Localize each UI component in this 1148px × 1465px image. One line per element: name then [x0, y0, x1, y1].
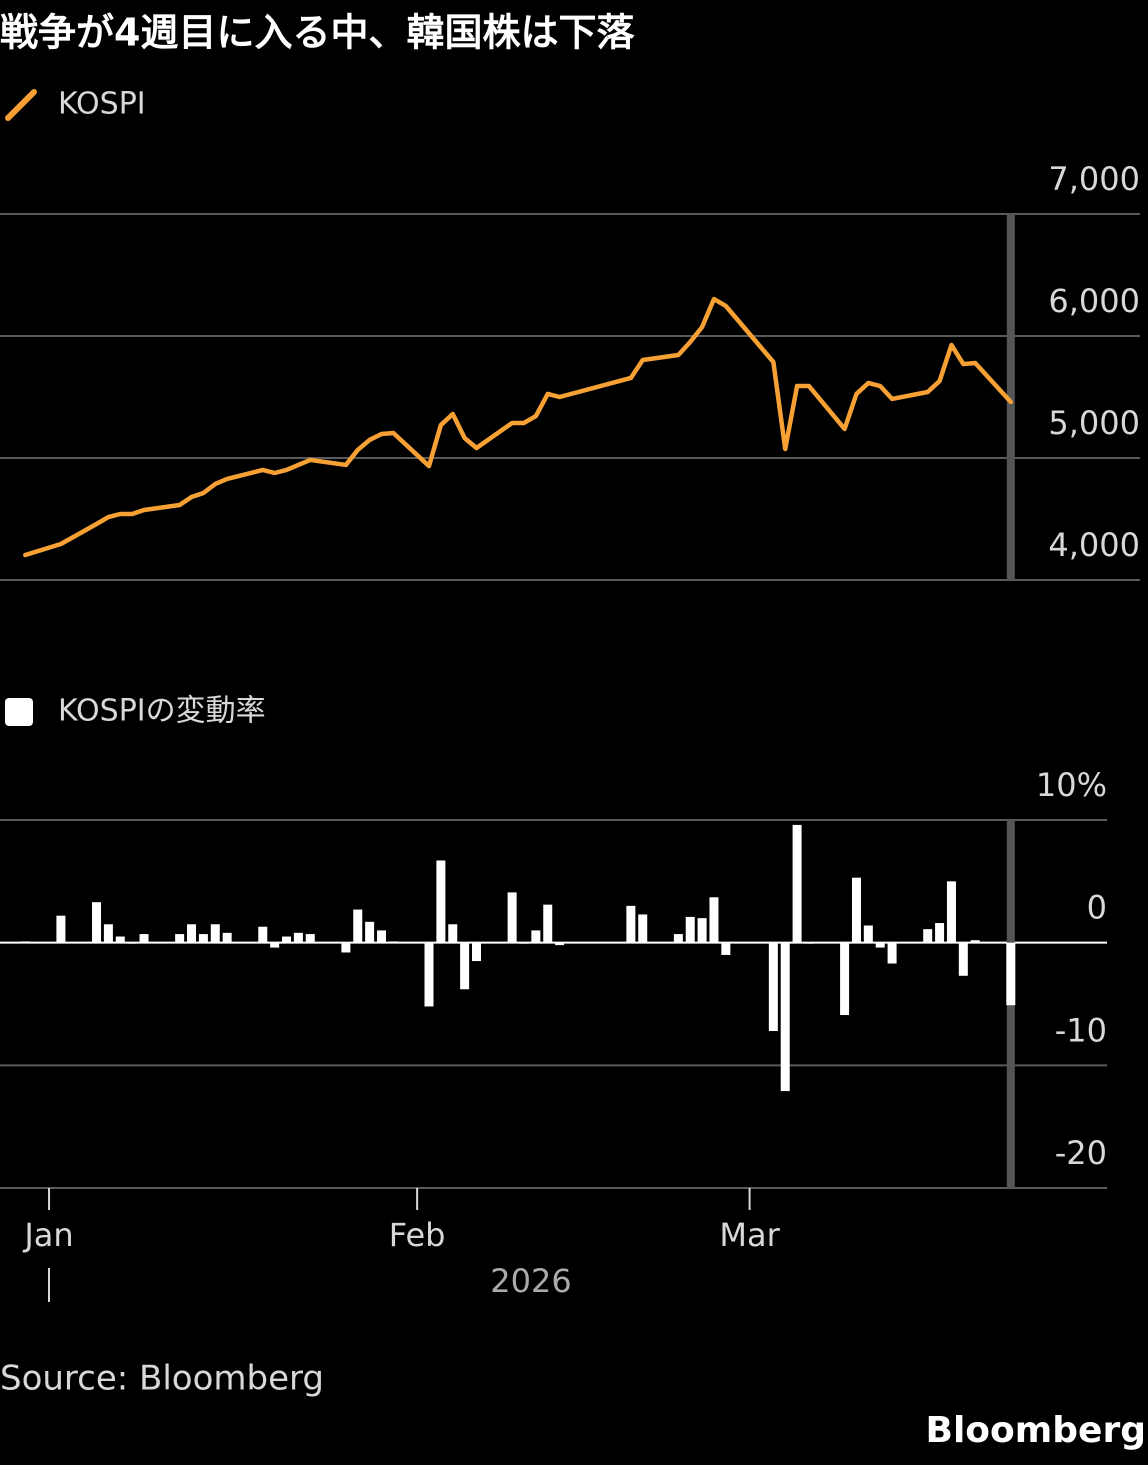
bar [377, 930, 387, 943]
bar [103, 924, 113, 943]
bar [471, 942, 481, 962]
bar [210, 924, 220, 943]
bar [507, 892, 517, 943]
bar [958, 942, 968, 976]
y-tick-label: 10% [1036, 766, 1107, 804]
bar [353, 909, 363, 943]
y-tick-label: 6,000 [1048, 282, 1140, 320]
y-tick-label: 4,000 [1048, 526, 1140, 564]
source: Source: Bloomberg [0, 1359, 324, 1399]
chart-title: 戦争が4週目に入る中、韓国株は下落 [0, 11, 635, 55]
bar [198, 934, 208, 943]
bar [139, 934, 149, 943]
bar [436, 860, 446, 943]
x-axis-label: 2026 [490, 1262, 571, 1300]
bar [923, 929, 933, 943]
bar [1006, 942, 1016, 1006]
bar [555, 942, 565, 946]
bar [768, 942, 778, 1031]
y-tick-label: -10 [1055, 1011, 1107, 1049]
y-tick-label: 7,000 [1048, 160, 1140, 198]
bar [543, 904, 553, 943]
x-tick-label: Mar [719, 1216, 780, 1254]
bar [685, 916, 695, 943]
bar [270, 942, 280, 948]
bar [946, 881, 956, 943]
bar [127, 942, 137, 944]
legend-icon [5, 698, 33, 726]
bar [460, 942, 470, 990]
bar [519, 942, 529, 944]
legend-label: KOSPI [58, 87, 146, 122]
bar [697, 918, 707, 943]
bar [792, 824, 802, 943]
bar [721, 942, 731, 955]
bar [780, 942, 790, 1092]
line [23, 296, 1014, 558]
bar [875, 942, 885, 948]
bar [388, 941, 398, 943]
y-tick-label: 5,000 [1048, 404, 1140, 442]
bar [20, 941, 30, 943]
bar [935, 923, 945, 943]
bar [56, 915, 66, 943]
bar [258, 926, 268, 943]
bar [341, 942, 351, 953]
bar [709, 897, 719, 943]
legend-label: KOSPIの変動率 [58, 694, 266, 729]
bar [187, 924, 197, 943]
bar [626, 905, 636, 943]
bar [840, 942, 850, 1016]
y-tick-label: -20 [1055, 1134, 1107, 1172]
bar [424, 942, 434, 1007]
bar [222, 932, 232, 943]
x-tick-label: Jan [22, 1216, 73, 1254]
legend-icon [5, 89, 37, 121]
bar [115, 936, 125, 943]
x-tick-label: Feb [389, 1216, 446, 1254]
y-tick-label: 0 [1087, 889, 1107, 927]
bar [282, 936, 292, 943]
bar [531, 930, 541, 943]
bar [293, 932, 303, 943]
bar [887, 942, 897, 964]
bar [448, 924, 458, 943]
logo: Bloomberg [926, 1410, 1146, 1451]
bar [638, 914, 648, 943]
bar [851, 877, 861, 943]
bar [365, 921, 375, 943]
bar [305, 934, 315, 943]
bar [92, 902, 102, 943]
bar [175, 934, 185, 943]
bar [804, 942, 814, 944]
bar [673, 934, 683, 943]
bar [970, 940, 980, 943]
bar [863, 925, 873, 943]
